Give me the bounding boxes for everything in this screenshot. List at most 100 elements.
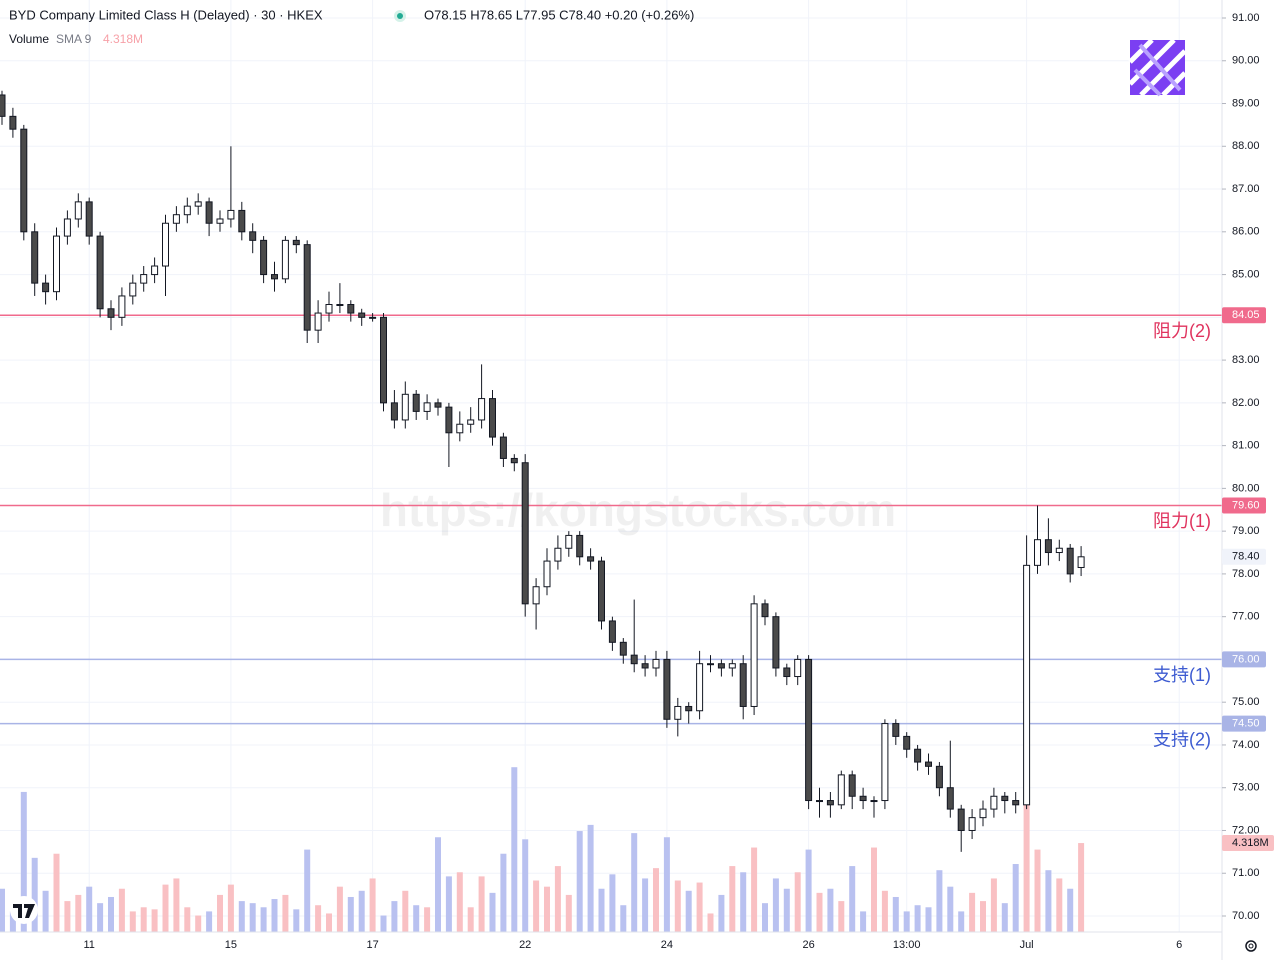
candle-body	[772, 616, 780, 669]
candle-body	[31, 231, 39, 284]
candle-body	[979, 808, 987, 819]
candle-body	[946, 787, 954, 810]
candle-body	[205, 201, 213, 224]
candle-body	[260, 239, 268, 276]
volume-bar	[0, 888, 5, 932]
volume-bar	[500, 853, 507, 932]
level-label: 支持(1)	[1153, 665, 1211, 685]
candle-body	[9, 115, 17, 130]
y-tick-label: 78.00	[1232, 568, 1260, 580]
candle-body	[826, 800, 834, 806]
volume-bar	[42, 890, 49, 932]
volume-bar	[609, 874, 616, 932]
candle-body	[957, 808, 965, 831]
volume-bar	[772, 878, 779, 932]
candle-body	[750, 603, 758, 707]
level-label: 阻力(2)	[1153, 321, 1211, 341]
candle-body	[42, 282, 50, 293]
volume-bar	[1078, 843, 1085, 932]
x-tick-label: 26	[802, 939, 814, 951]
level-badge	[1222, 497, 1266, 514]
y-tick-label: 74.00	[1232, 739, 1260, 751]
y-tick-label: 87.00	[1232, 183, 1260, 195]
candle-body	[707, 663, 714, 666]
volume-bar	[587, 824, 594, 932]
grid	[0, 0, 1222, 932]
volume-bar	[402, 890, 409, 932]
level-badge-label: 76.00	[1232, 653, 1260, 665]
candle-body	[717, 663, 725, 669]
level-badge-label: 84.05	[1232, 309, 1260, 321]
candle-body	[794, 658, 802, 678]
volume-bar	[304, 849, 311, 932]
candle-body	[1066, 547, 1074, 575]
y-tick-label: 82.00	[1232, 397, 1260, 409]
volume-bar	[31, 857, 38, 932]
volume-bar	[936, 870, 943, 932]
volume-bar	[184, 907, 191, 932]
volume-bar	[86, 886, 93, 932]
candle-body	[914, 748, 922, 763]
candle-body	[292, 239, 300, 246]
y-tick-label: 91.00	[1232, 12, 1260, 24]
volume-bar	[1012, 864, 1019, 932]
y-tick-label: 89.00	[1232, 97, 1260, 109]
volume-bar	[478, 876, 485, 932]
volume-bar	[729, 866, 736, 932]
volume-bar	[827, 888, 834, 932]
candle-body	[162, 222, 169, 267]
volume-bar	[151, 909, 158, 932]
candle-body	[848, 774, 856, 797]
level-badge	[1222, 651, 1266, 668]
candle-body	[554, 547, 562, 562]
logo-stripes	[1128, 38, 1187, 97]
candle-body	[271, 274, 278, 280]
candle-body	[881, 723, 889, 802]
candle-body	[990, 795, 998, 810]
volume-bar	[598, 888, 605, 932]
volume-bar	[576, 831, 583, 932]
ohlc-legend: O78.15 H78.65 L77.95 C78.40 +0.20 (+0.26…	[424, 7, 694, 22]
volume-bar	[849, 866, 856, 932]
volume-bar	[762, 903, 768, 932]
candle-body	[499, 436, 507, 459]
volume-bar	[20, 791, 27, 932]
candle-body	[619, 641, 627, 656]
brand-logo[interactable]	[1128, 38, 1187, 97]
status-dot[interactable]	[397, 13, 403, 19]
volume-bar	[925, 907, 932, 932]
candle-body	[303, 244, 311, 331]
candle-body	[478, 398, 486, 421]
y-tick-label: 77.00	[1232, 611, 1260, 623]
y-tick-label: 75.00	[1232, 696, 1260, 708]
tv-logo-bg	[10, 896, 38, 924]
candle-body	[401, 393, 409, 421]
candle-body	[1055, 547, 1063, 554]
volume-bar	[816, 892, 823, 932]
level-label: 支持(2)	[1153, 729, 1211, 749]
candle-body	[434, 402, 442, 408]
tv-logo-mark	[13, 904, 35, 918]
candle-body	[358, 312, 366, 318]
volume-bar	[674, 880, 681, 932]
y-tick-label: 83.00	[1232, 354, 1260, 366]
volume-bar	[413, 905, 420, 932]
volume-bar	[522, 839, 529, 932]
candle-body	[249, 231, 257, 241]
volume-bar	[249, 903, 256, 932]
volume-bar	[129, 911, 136, 932]
volume-bar	[195, 915, 202, 932]
volume-badge	[1222, 835, 1274, 852]
settings-button[interactable]	[1245, 940, 1257, 952]
volume-bar	[947, 886, 954, 932]
y-tick-label: 80.00	[1232, 482, 1260, 494]
volume-bar	[1056, 878, 1063, 932]
y-tick-label: 79.00	[1232, 525, 1260, 537]
volume-bar	[118, 888, 125, 932]
volume-bar	[238, 901, 245, 932]
candle-body	[598, 560, 605, 622]
candle-body	[576, 534, 584, 558]
volume-legend-value: 4.318M	[103, 32, 143, 46]
tv-logo[interactable]	[10, 896, 38, 924]
